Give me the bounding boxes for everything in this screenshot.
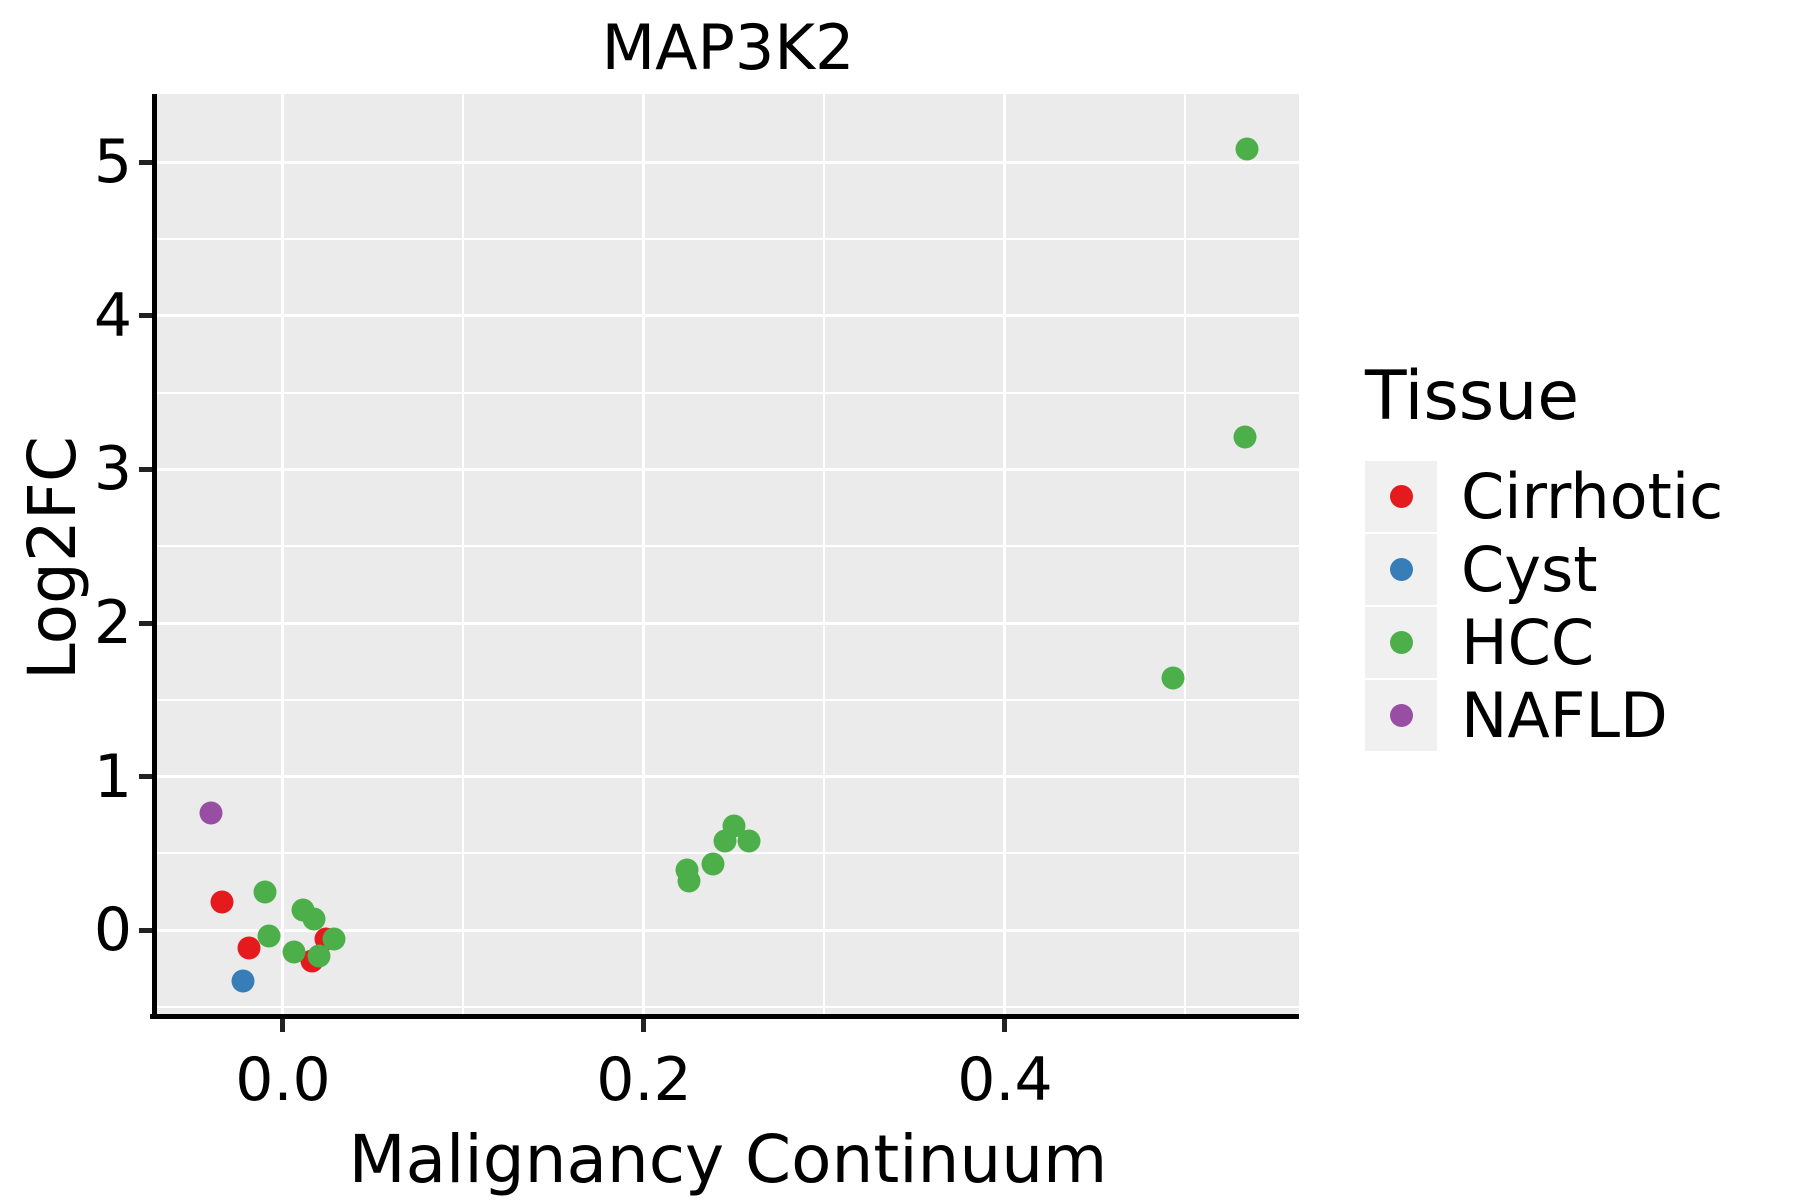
y-tick-mark bbox=[139, 159, 152, 165]
data-point-hcc bbox=[1161, 666, 1185, 690]
y-tick-mark bbox=[139, 927, 152, 933]
y-tick-mark bbox=[139, 620, 152, 626]
data-point-hcc bbox=[1235, 137, 1259, 161]
legend-key bbox=[1365, 607, 1437, 678]
y-tick-label: 1 bbox=[93, 741, 132, 812]
legend-title: Tissue bbox=[1365, 357, 1580, 436]
y-tick-mark bbox=[139, 466, 152, 472]
x-tick-mark bbox=[280, 1019, 286, 1032]
grid-major-x bbox=[642, 94, 646, 1016]
grid-minor-y bbox=[157, 698, 1299, 701]
data-point-hcc bbox=[1233, 425, 1257, 449]
plot-panel bbox=[157, 94, 1299, 1016]
legend-label: HCC bbox=[1461, 605, 1595, 679]
data-point-hcc bbox=[677, 869, 701, 893]
y-tick-label: 2 bbox=[93, 588, 132, 658]
y-tick-label: 4 bbox=[93, 280, 132, 351]
plot-title: MAP3K2 bbox=[601, 11, 855, 84]
legend-key bbox=[1365, 534, 1437, 605]
x-axis-line bbox=[150, 1014, 1299, 1019]
data-point-cirrhotic bbox=[237, 936, 261, 960]
x-tick-label: 0.2 bbox=[596, 1045, 692, 1115]
legend-dot-icon bbox=[1389, 704, 1413, 727]
grid-minor-y bbox=[157, 391, 1299, 394]
grid-minor-y bbox=[157, 238, 1299, 241]
grid-minor-y bbox=[157, 545, 1299, 548]
grid-major-x bbox=[281, 94, 285, 1016]
legend-key bbox=[1365, 680, 1437, 751]
x-tick-mark bbox=[641, 1019, 647, 1032]
data-point-hcc bbox=[322, 927, 346, 951]
data-point-hcc bbox=[307, 944, 331, 968]
y-axis-line bbox=[152, 94, 157, 1019]
grid-major-y bbox=[157, 775, 1299, 779]
legend-item-nafld: NAFLD bbox=[1365, 679, 1723, 752]
grid-major-x bbox=[1003, 94, 1007, 1016]
x-tick-label: 0.0 bbox=[235, 1045, 331, 1115]
grid-major-y bbox=[157, 928, 1299, 932]
data-point-nafld bbox=[199, 801, 223, 825]
y-axis-label: Log2FC bbox=[14, 436, 91, 680]
legend: Tissue Cirrhotic Cyst HCC NAFLD bbox=[1365, 356, 1723, 752]
legend-label: NAFLD bbox=[1461, 678, 1668, 752]
x-tick-mark bbox=[1002, 1019, 1008, 1032]
x-axis-label: Malignancy Continuum bbox=[348, 1121, 1108, 1198]
grid-minor-y bbox=[157, 852, 1299, 855]
data-point-hcc bbox=[302, 907, 326, 931]
legend-dot-icon bbox=[1389, 485, 1413, 508]
grid-minor-x bbox=[823, 94, 826, 1016]
data-point-hcc bbox=[701, 852, 725, 876]
y-tick-mark bbox=[139, 313, 152, 319]
legend-item-cyst: Cyst bbox=[1365, 533, 1723, 606]
grid-major-y bbox=[157, 160, 1299, 164]
data-point-hcc bbox=[737, 829, 761, 853]
grid-minor-x bbox=[462, 94, 465, 1016]
grid-minor-x bbox=[1184, 94, 1187, 1016]
legend-label: Cyst bbox=[1461, 532, 1598, 606]
y-tick-label: 0 bbox=[93, 895, 132, 966]
data-point-hcc bbox=[282, 940, 306, 964]
grid-major-y bbox=[157, 314, 1299, 318]
grid-major-y bbox=[157, 621, 1299, 625]
legend-dot-icon bbox=[1389, 631, 1413, 654]
grid-minor-y bbox=[157, 1005, 1299, 1008]
data-point-cirrhotic bbox=[210, 890, 234, 914]
y-tick-label: 5 bbox=[93, 127, 132, 198]
legend-item-hcc: HCC bbox=[1365, 606, 1723, 679]
data-point-cyst bbox=[231, 969, 255, 993]
x-tick-label: 0.4 bbox=[957, 1045, 1053, 1115]
legend-label: Cirrhotic bbox=[1461, 459, 1724, 533]
data-point-hcc bbox=[257, 924, 281, 948]
legend-key bbox=[1365, 461, 1437, 532]
legend-dot-icon bbox=[1389, 558, 1413, 581]
y-tick-label: 3 bbox=[93, 434, 132, 505]
data-point-hcc bbox=[253, 880, 277, 904]
legend-item-cirrhotic: Cirrhotic bbox=[1365, 460, 1723, 533]
grid-major-y bbox=[157, 467, 1299, 471]
data-point-hcc bbox=[722, 814, 746, 838]
y-tick-mark bbox=[139, 774, 152, 780]
